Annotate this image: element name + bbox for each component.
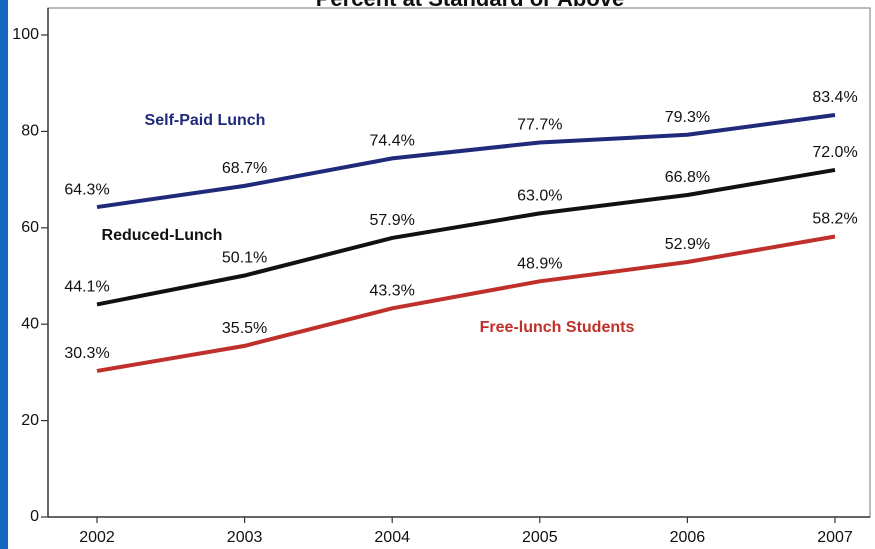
value-label: 77.7% (517, 117, 562, 134)
y-tick-label: 100 (12, 26, 39, 43)
x-tick-label: 2006 (670, 529, 706, 546)
value-label: 63.0% (517, 188, 562, 205)
y-tick-label: 0 (30, 508, 39, 525)
y-tick-label: 80 (21, 123, 39, 140)
series-line (96, 167, 836, 307)
value-label: 30.3% (64, 345, 109, 362)
value-label: 83.4% (812, 89, 857, 106)
value-label: 72.0% (812, 144, 857, 161)
chart-title: Percent at Standard or Above (316, 0, 624, 11)
x-tick-label: 2005 (522, 529, 558, 546)
value-label: 74.4% (370, 133, 415, 150)
x-tick-label: 2002 (79, 529, 115, 546)
series-line (96, 113, 836, 210)
series-name: Self-Paid Lunch (145, 112, 266, 129)
value-label: 68.7% (222, 160, 267, 177)
series-line (96, 234, 836, 373)
series-name: Reduced-Lunch (102, 227, 223, 244)
value-label: 58.2% (812, 211, 857, 228)
value-label: 35.5% (222, 320, 267, 337)
value-label: 79.3% (665, 109, 710, 126)
value-label: 50.1% (222, 250, 267, 267)
value-label: 57.9% (370, 212, 415, 229)
chart-background (8, 0, 875, 549)
x-tick-label: 2004 (374, 529, 410, 546)
value-label: 64.3% (64, 181, 109, 198)
value-label: 43.3% (370, 283, 415, 300)
value-label: 66.8% (665, 169, 710, 186)
value-label: 44.1% (64, 279, 109, 296)
y-tick-label: 60 (21, 219, 39, 236)
y-tick-label: 40 (21, 315, 39, 332)
series-name: Free-lunch Students (480, 319, 635, 336)
x-tick-label: 2007 (817, 529, 853, 546)
y-tick-label: 20 (21, 412, 39, 429)
x-tick-label: 2003 (227, 529, 263, 546)
value-label: 52.9% (665, 236, 710, 253)
value-label: 48.9% (517, 256, 562, 273)
